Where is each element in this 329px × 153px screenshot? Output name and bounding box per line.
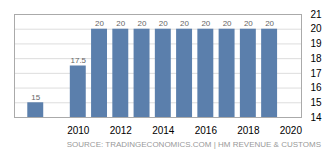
svg-text:2012: 2012 (110, 125, 133, 136)
svg-text:20: 20 (180, 19, 189, 28)
svg-text:17.5: 17.5 (70, 56, 86, 65)
svg-text:2018: 2018 (237, 125, 260, 136)
svg-text:20: 20 (95, 19, 104, 28)
svg-text:20: 20 (244, 19, 253, 28)
svg-text:20: 20 (159, 19, 168, 28)
svg-text:18: 18 (311, 53, 323, 64)
svg-text:16: 16 (311, 82, 323, 93)
svg-text:2014: 2014 (152, 125, 175, 136)
svg-text:19: 19 (311, 38, 323, 49)
svg-text:20: 20 (138, 19, 147, 28)
svg-text:20: 20 (265, 19, 274, 28)
svg-text:14: 14 (311, 112, 323, 123)
svg-text:2020: 2020 (280, 125, 303, 136)
svg-text:21: 21 (311, 9, 323, 20)
html-text:SOURCE: TRADINGECONOMICS.COM |: SOURCE: TRADINGECONOMICS.COM | HM REVENU… (66, 140, 321, 149)
svg-text:15: 15 (311, 97, 323, 108)
svg-text:20: 20 (201, 19, 210, 28)
svg-text:20: 20 (116, 19, 125, 28)
svg-text:20: 20 (311, 23, 323, 34)
svg-text:20: 20 (223, 19, 232, 28)
svg-text:17: 17 (311, 68, 323, 79)
svg-text:15: 15 (31, 93, 40, 102)
svg-text:2010: 2010 (67, 125, 90, 136)
svg-text:2016: 2016 (195, 125, 218, 136)
